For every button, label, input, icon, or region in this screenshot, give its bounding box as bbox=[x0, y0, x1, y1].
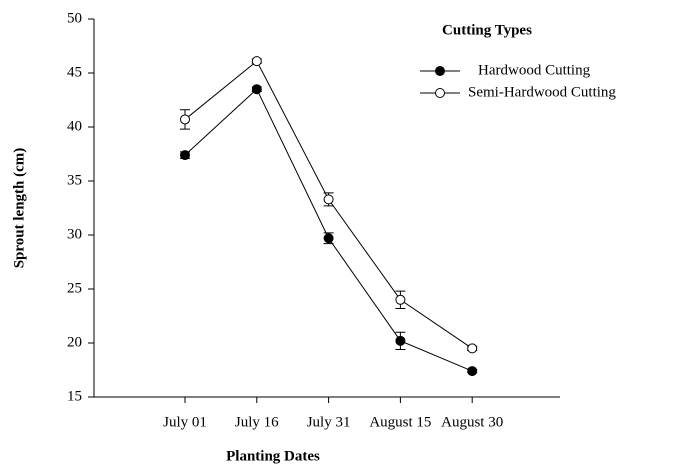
y-tick-label: 25 bbox=[67, 280, 82, 296]
legend-title: Cutting Types bbox=[442, 22, 532, 38]
legend-label: Hardwood Cutting bbox=[478, 62, 591, 78]
x-tick-label: August 30 bbox=[441, 414, 503, 430]
data-point bbox=[467, 366, 478, 377]
data-point bbox=[395, 335, 406, 346]
y-tick-label: 45 bbox=[67, 64, 82, 80]
data-point bbox=[251, 56, 262, 67]
y-tick-label: 20 bbox=[67, 334, 82, 350]
data-point bbox=[395, 294, 406, 305]
legend-marker bbox=[435, 66, 445, 76]
y-tick-label: 30 bbox=[67, 226, 82, 242]
data-point bbox=[180, 114, 190, 125]
y-axis-label: Sprout length (cm) bbox=[11, 148, 27, 269]
legend-label: Semi-Hardwood Cutting bbox=[468, 84, 616, 100]
y-tick-label: 15 bbox=[67, 388, 82, 404]
legend-marker bbox=[435, 88, 445, 98]
data-point bbox=[180, 150, 190, 161]
x-tick-label: July 01 bbox=[163, 414, 207, 430]
x-axis-label: Planting Dates bbox=[226, 448, 320, 464]
data-point bbox=[467, 343, 478, 354]
x-tick-label: August 15 bbox=[369, 414, 431, 430]
data-point bbox=[323, 233, 334, 244]
y-tick-label: 50 bbox=[67, 10, 82, 26]
data-point bbox=[323, 194, 334, 205]
data-point bbox=[251, 84, 262, 95]
y-tick-label: 40 bbox=[67, 118, 82, 134]
x-tick-label: July 31 bbox=[307, 414, 351, 430]
series-line bbox=[184, 88, 473, 372]
y-tick-label: 35 bbox=[67, 172, 82, 188]
x-tick-label: July 16 bbox=[235, 414, 279, 430]
